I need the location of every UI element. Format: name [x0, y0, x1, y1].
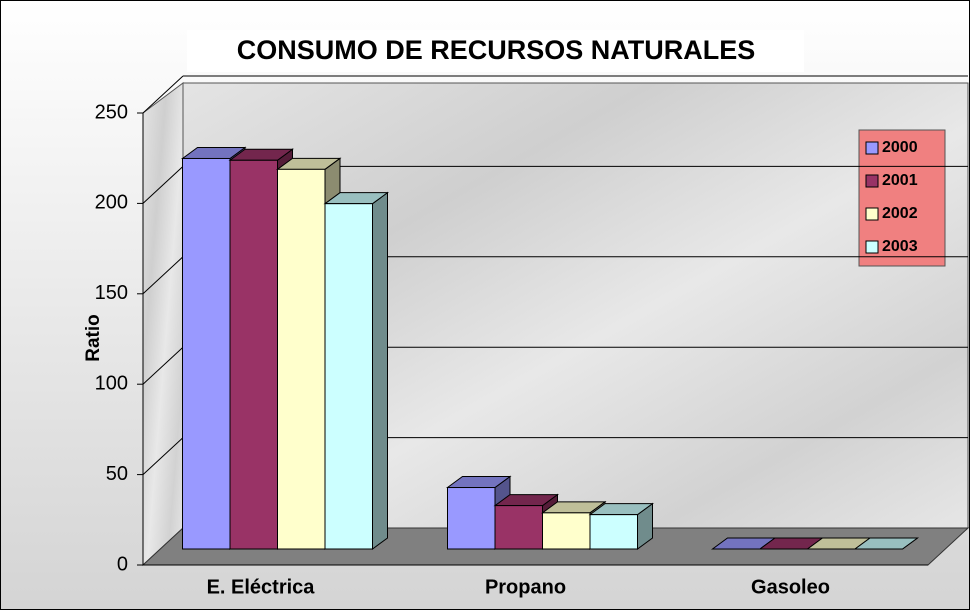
grid-line	[142, 256, 184, 295]
legend-label: 2003	[882, 238, 918, 255]
bar	[542, 512, 591, 550]
legend-label: 2000	[882, 139, 918, 156]
legend-swatch	[865, 174, 879, 188]
bar-side	[372, 191, 388, 550]
bar	[277, 168, 326, 550]
grid-line	[142, 437, 184, 475]
grid-line	[142, 346, 184, 385]
legend-label: 2002	[882, 205, 918, 222]
y-tick-label: 150	[95, 282, 128, 304]
y-tick-label: 50	[106, 463, 128, 485]
bar	[589, 514, 638, 550]
x-tick-label: E. Eléctrica	[207, 576, 316, 598]
grid-line	[142, 75, 184, 114]
bar-top	[853, 537, 920, 550]
grid-line	[142, 166, 184, 204]
y-tick-label: 250	[95, 101, 128, 123]
legend-swatch	[865, 240, 879, 254]
chart-title: CONSUMO DE RECURSOS NATURALES	[237, 35, 756, 65]
bar	[229, 159, 278, 550]
legend-label: 2001	[882, 172, 918, 189]
legend-swatch	[865, 207, 879, 221]
bar	[324, 203, 373, 550]
y-tick-label: 0	[117, 553, 128, 575]
x-tick-label: Propano	[485, 576, 566, 598]
x-tick-label: Gasoleo	[751, 576, 830, 598]
bar	[494, 505, 543, 550]
bar	[182, 157, 231, 550]
legend-swatch	[865, 141, 879, 155]
y-axis-label: Ratio	[83, 314, 104, 362]
title-box	[187, 30, 804, 72]
y-tick-label: 200	[95, 192, 128, 214]
y-tick-label: 100	[95, 372, 128, 394]
side-wall	[142, 82, 184, 567]
bar	[447, 487, 496, 550]
